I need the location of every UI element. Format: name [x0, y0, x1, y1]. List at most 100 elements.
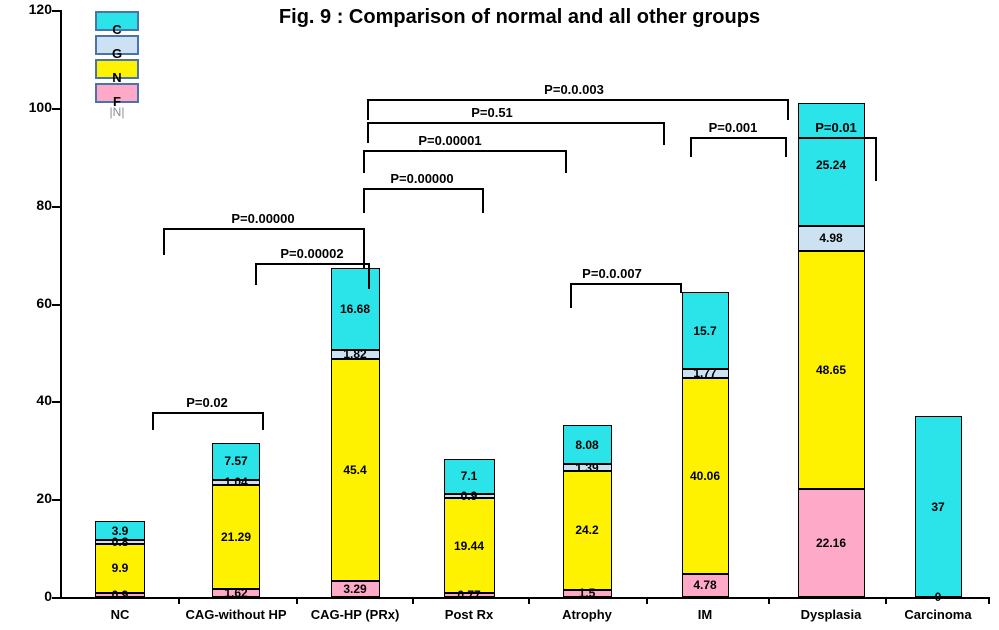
significance-label: P=0.02 [186, 395, 228, 410]
significance-label: P=0.0.003 [544, 82, 604, 97]
y-tick-label: 0 [44, 588, 52, 604]
bar-atrophy-segment-c [562, 424, 612, 465]
chart-title: Fig. 9 : Comparison of normal and all ot… [278, 6, 761, 28]
y-tick-label: 120 [28, 1, 52, 17]
significance-bracket-leg [482, 188, 484, 213]
significance-bracket-line [690, 137, 785, 139]
significance-bracket-line [152, 412, 262, 414]
significance-bracket-line [367, 99, 787, 101]
bar-cag-hp-prx-value-label: 3.29 [343, 581, 367, 596]
significance-bracket-leg [785, 137, 787, 157]
significance-bracket-leg [875, 137, 877, 181]
significance-label: P=0.001 [708, 120, 758, 135]
bar-nc-segment-n [95, 544, 145, 593]
significance-bracket-leg [680, 283, 682, 293]
legend-label-c: C [112, 22, 122, 37]
bar-cag-hp-prx-segment-c [330, 268, 380, 350]
x-tick [178, 597, 180, 604]
bar-dysplasia-value-label: 4.98 [819, 231, 843, 246]
x-tick [768, 597, 770, 604]
bar-atrophy-value-label: 1.39 [575, 460, 599, 475]
significance-bracket-line [367, 122, 663, 124]
bar-cag-hp-prx-value-label: 1.82 [343, 347, 367, 362]
bar-im-segment-c [681, 292, 729, 369]
significance-label: P=0.00002 [280, 246, 344, 261]
legend-swatch-n-icon [95, 59, 139, 79]
x-category-label-dysplasia: Dysplasia [800, 607, 862, 622]
bar-nc-value-label: 0.9 [111, 587, 129, 602]
bar-cag-hp-prx-segment-n [330, 358, 380, 581]
y-tick-label: 80 [36, 196, 52, 213]
bar-im-value-label: 40.06 [689, 468, 721, 483]
x-tick [646, 597, 648, 604]
bar-nc-value-label: 9.9 [111, 561, 129, 576]
x-category-label-carcinoma: Carcinoma [904, 607, 972, 622]
x-tick [988, 597, 990, 604]
significance-bracket-line [163, 228, 363, 230]
significance-bracket-line [363, 150, 565, 152]
x-category-label-im: IM [697, 607, 713, 622]
x-tick [412, 597, 414, 604]
bar-dysplasia-segment-c [797, 102, 865, 227]
bar-im-segment-f [681, 573, 729, 597]
bar-im-value-label: 15.7 [693, 323, 717, 338]
bar-atrophy-segment-g [562, 464, 612, 472]
bar-atrophy-segment-f [562, 589, 612, 597]
bar-post-rx-value-label: 19.44 [453, 538, 485, 553]
bar-cag-without-hp-value-label: 7.57 [224, 454, 248, 469]
bar-nc-value-label: 0.8 [111, 535, 129, 550]
bar-nc-segment-f [95, 592, 145, 597]
significance-bracket-leg [255, 263, 257, 285]
bar-cag-without-hp-segment-n [212, 484, 260, 590]
bar-cag-hp-prx-value-label: 45.4 [343, 462, 367, 477]
bar-im-segment-n [681, 377, 729, 574]
bar-post-rx-value-label: 7.1 [460, 469, 478, 484]
significance-bracket-leg [570, 283, 572, 308]
significance-bracket-leg [363, 228, 365, 269]
significance-bracket-leg [663, 122, 665, 145]
bar-atrophy-segment-n [562, 471, 612, 590]
significance-bracket-leg [367, 122, 369, 143]
bar-post-rx-segment-f [443, 593, 495, 597]
bar-dysplasia-value-label: 48.65 [815, 362, 847, 377]
y-tick [52, 303, 60, 306]
bar-cag-hp-prx-segment-f [330, 580, 380, 597]
y-tick [52, 401, 60, 404]
x-axis-line [60, 597, 990, 599]
bar-atrophy-value-label: 1.5 [578, 586, 596, 601]
x-category-label-cag-hp-prx: CAG-HP (PRx) [310, 607, 400, 622]
x-category-label-nc: NC [110, 607, 130, 622]
bar-dysplasia-segment-n [797, 250, 865, 489]
bar-cag-without-hp-segment-f [212, 589, 260, 597]
x-category-label-cag-without-hp: CAG-without HP [185, 607, 287, 622]
significance-bracket-line [798, 137, 875, 139]
significance-label: P=0.0.007 [582, 266, 642, 281]
bar-post-rx-segment-n [443, 498, 495, 594]
legend-label-g: G [111, 46, 123, 61]
y-tick-label: 40 [36, 392, 52, 409]
y-tick-label: 100 [28, 98, 52, 115]
bar-post-rx-segment-g [443, 493, 495, 499]
significance-bracket-leg [152, 412, 154, 430]
bar-post-rx-value-label: 0.9 [460, 488, 478, 503]
significance-bracket-leg [565, 150, 567, 173]
x-tick [884, 597, 887, 604]
significance-bracket-leg [367, 99, 369, 120]
significance-bracket-leg [368, 263, 370, 289]
y-tick-label: 60 [36, 294, 52, 311]
significance-bracket-leg [690, 137, 692, 157]
x-tick [295, 597, 298, 604]
significance-bracket-leg [163, 228, 165, 255]
bar-dysplasia-value-label: 22.16 [815, 535, 847, 550]
significance-label: P=0.01 [815, 120, 857, 135]
y-tick [52, 499, 60, 502]
bar-cag-without-hp-value-label: 1.04 [224, 475, 248, 490]
bar-cag-without-hp-segment-c [212, 442, 260, 480]
bar-atrophy-value-label: 8.08 [575, 437, 599, 452]
significance-bracket-leg [363, 150, 365, 173]
bar-atrophy-value-label: 24.2 [575, 523, 599, 538]
bar-im-value-label: 1.77 [693, 366, 717, 381]
y-tick [52, 597, 60, 599]
legend-note: |N| [109, 105, 125, 119]
significance-label: P=0.00000 [390, 171, 454, 186]
